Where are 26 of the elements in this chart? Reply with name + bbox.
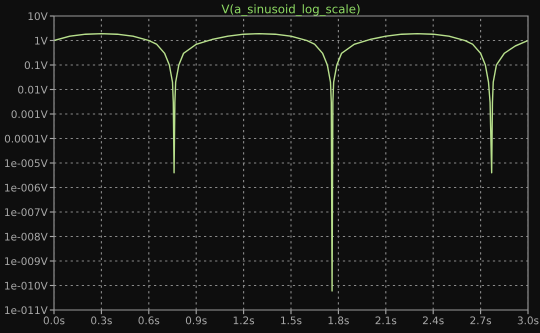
y-tick-label: 0.0001V [4, 134, 48, 143]
chart-title: V(a_sinusoid_log_scale) [222, 4, 360, 16]
x-tick-label: 0.0s [44, 316, 64, 324]
x-tick-label: 0.6s [138, 316, 160, 324]
x-tick-label: 1.2s [234, 316, 254, 324]
x-tick-label: 2.7s [470, 316, 492, 324]
y-tick-label: 0.01V [18, 86, 48, 94]
x-tick-label: 0.9s [186, 316, 207, 324]
x-tick-label: 0.3s [91, 316, 112, 324]
x-tick-label: 3.0s [518, 316, 538, 324]
y-tick-label: 1e-009V [5, 257, 48, 266]
y-tick-label: 1e-010V [5, 282, 48, 290]
y-tick-label: 1e-005V [5, 159, 48, 168]
y-tick-label: 1e-011V [5, 306, 48, 314]
y-tick-label: 0.1V [24, 61, 48, 70]
x-tick-label: 2.1s [376, 316, 396, 324]
line-series [54, 32, 528, 292]
x-tick-label: 1.8s [328, 316, 349, 324]
y-tick-label: 1V [35, 36, 48, 44]
y-tick-label: 1e-006V [5, 184, 48, 192]
y-tick-label: 0.001V [11, 110, 48, 118]
x-tick-label: 1.5s [281, 316, 302, 324]
y-tick-label: 1e-007V [5, 208, 48, 216]
y-tick-label: 10V [28, 12, 48, 20]
y-tick-label: 1e-008V [5, 232, 48, 241]
x-tick-label: 2.4s [422, 316, 444, 324]
